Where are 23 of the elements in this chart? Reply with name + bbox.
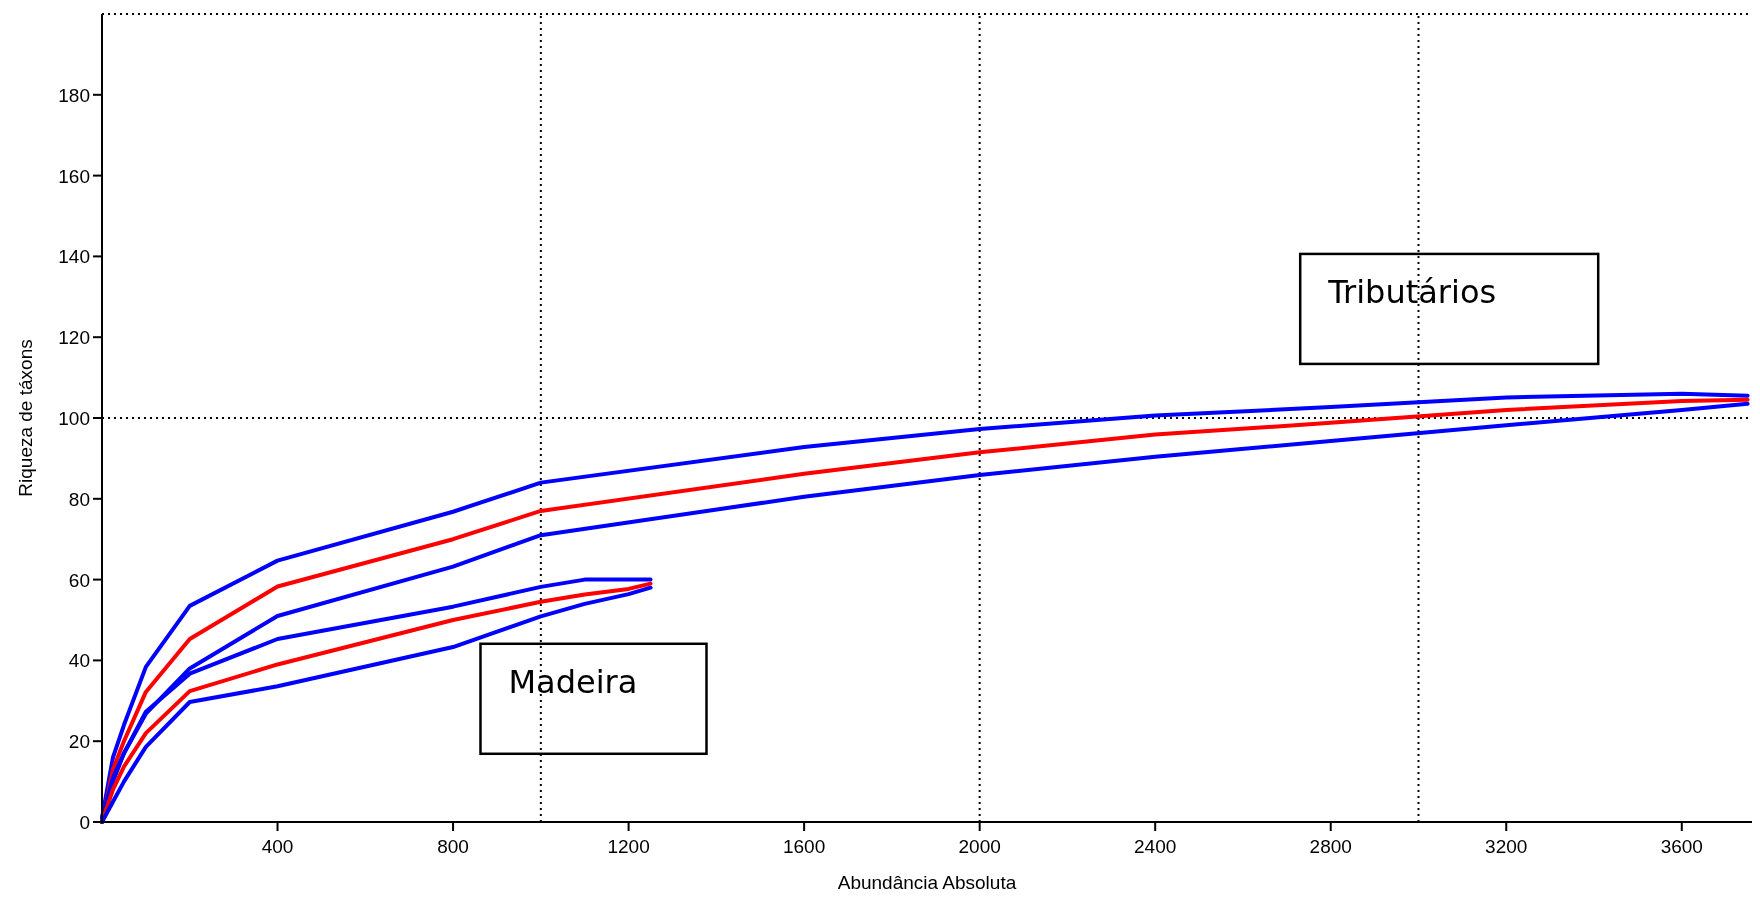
y-tick-label: 20 xyxy=(68,731,90,753)
y-tick-label: 100 xyxy=(58,408,90,429)
y-tick-label: 160 xyxy=(58,165,90,187)
y-tick-label: 40 xyxy=(68,650,90,672)
y-tick-label: 140 xyxy=(58,246,90,268)
x-tick-label: 3200 xyxy=(1485,836,1528,857)
y-axis-title: Riqueza de táxons xyxy=(15,339,36,497)
x-tick-label: 800 xyxy=(437,836,469,857)
x-tick-label: 400 xyxy=(261,836,294,857)
x-tick-label: 2800 xyxy=(1309,836,1352,857)
y-tick-label: 0 xyxy=(79,812,90,833)
y-tick-label: 120 xyxy=(58,327,90,349)
x-tick-label: 2000 xyxy=(958,836,1001,857)
y-tick-label: 60 xyxy=(68,569,90,591)
x-tick-label: 1200 xyxy=(607,836,650,857)
y-tick-label: 80 xyxy=(68,488,90,510)
annotation: Madeira xyxy=(508,662,638,701)
x-axis-title: Abundância Absoluta xyxy=(837,872,1017,893)
x-tick-label: 2400 xyxy=(1134,836,1177,857)
x-tick-label: 3600 xyxy=(1660,836,1703,857)
y-tick-label: 180 xyxy=(58,84,90,106)
annotation: Tributários xyxy=(1327,272,1497,311)
x-tick-label: 1600 xyxy=(782,836,826,857)
